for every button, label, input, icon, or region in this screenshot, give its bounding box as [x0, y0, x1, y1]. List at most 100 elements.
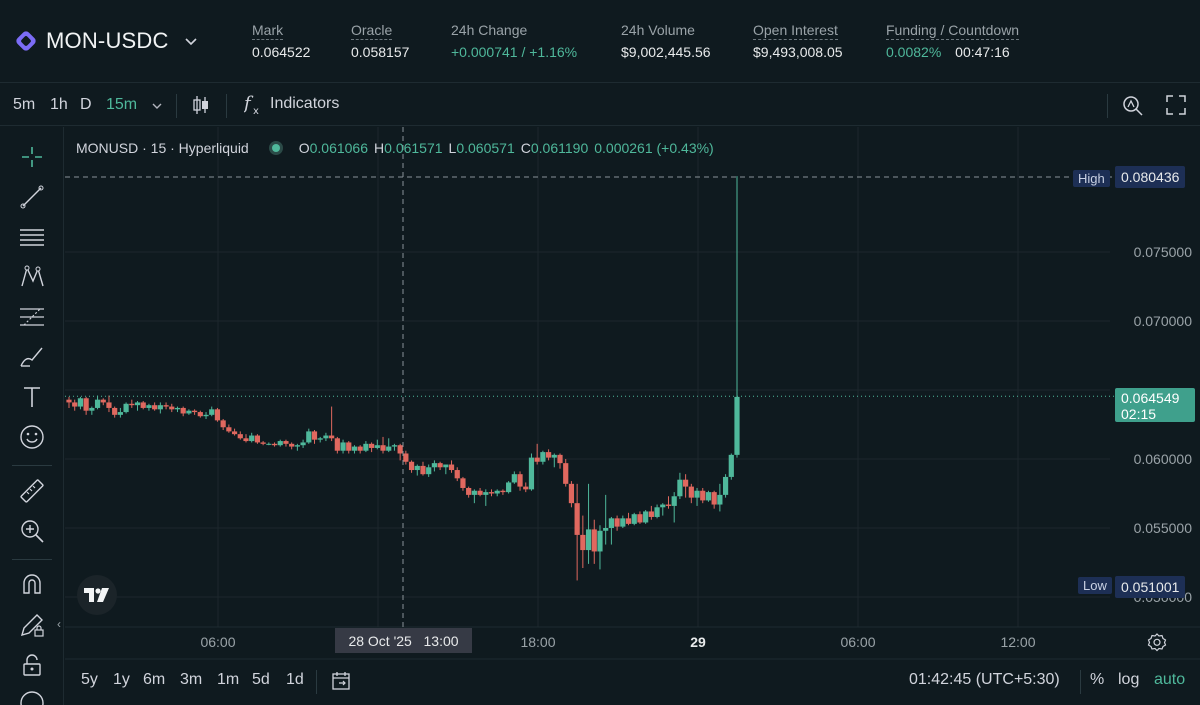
interval-1h[interactable]: 1h — [50, 96, 68, 113]
candle-body — [528, 457, 535, 490]
chart-toolbar: 5m 1h D 15m f x Indicators — [0, 84, 1200, 126]
auto-toggle[interactable]: auto — [1154, 671, 1186, 688]
collapse-toolbar-icon[interactable]: ‹ — [57, 617, 61, 631]
stat-value: +0.000741 / +1.16% — [451, 44, 578, 60]
candle-body — [591, 529, 597, 552]
trend-line-icon[interactable] — [18, 183, 46, 211]
text-tool-icon[interactable] — [18, 383, 46, 411]
zoom-in-icon[interactable] — [18, 517, 46, 545]
range-1y[interactable]: 1y — [113, 671, 130, 688]
range-1d[interactable]: 1d — [286, 671, 304, 688]
candle-body — [717, 494, 723, 505]
eye-icon[interactable] — [18, 689, 46, 705]
pair-name: MON-USDC — [46, 28, 169, 53]
quick-search-icon[interactable] — [1121, 93, 1145, 117]
candle-body — [454, 470, 460, 479]
chart-grid — [65, 127, 1200, 660]
drawing-toolbar: ‹ — [0, 127, 64, 705]
stat-value: 0.058157 — [351, 44, 410, 60]
gear-icon[interactable] — [1147, 632, 1167, 652]
candle-body — [260, 442, 266, 444]
calendar-goto-icon[interactable] — [330, 670, 352, 692]
candle-body — [654, 507, 660, 517]
range-5y[interactable]: 5y — [81, 671, 98, 688]
stat-label: Mark — [252, 22, 284, 40]
stat-value: 0.064522 — [252, 44, 311, 60]
pair-selector[interactable]: MON-USDC — [14, 28, 199, 54]
range-6m[interactable]: 6m — [143, 671, 166, 688]
log-toggle[interactable]: log — [1118, 671, 1140, 688]
candle-body — [483, 492, 489, 495]
candle-body — [214, 409, 221, 421]
candle-body — [637, 514, 643, 523]
candle-body — [157, 405, 163, 410]
low-value: 0.060571 — [456, 140, 515, 156]
interval-15m-active[interactable]: 15m — [106, 96, 138, 113]
interval-d[interactable]: D — [80, 96, 92, 113]
fx-icon: f x — [244, 93, 259, 116]
horizontal-lines-icon[interactable] — [18, 223, 46, 251]
fib-retracement-icon[interactable] — [18, 303, 46, 331]
stat-mark[interactable]: Mark 0.064522 — [252, 22, 310, 60]
bar-countdown: 02:15 — [1121, 406, 1157, 422]
tradingview-logo-icon[interactable] — [77, 575, 117, 615]
candle-body — [294, 445, 300, 447]
clock-timezone[interactable]: 01:42:45 (UTC+5:30) — [909, 671, 1060, 688]
candle-body — [500, 490, 506, 493]
percent-toggle[interactable]: % — [1090, 671, 1105, 688]
candle-body — [317, 438, 323, 440]
fullscreen-icon[interactable] — [1164, 93, 1188, 117]
candle-body — [351, 446, 358, 451]
indicators-button[interactable]: f x Indicators — [244, 92, 339, 116]
market-status-icon — [268, 141, 283, 155]
stat-oracle[interactable]: Oracle 0.058157 — [351, 22, 409, 60]
last-price: 0.064549 — [1121, 390, 1180, 406]
stat-label: 24h Volume — [621, 22, 695, 38]
low-label: L — [448, 140, 457, 156]
candle-body — [66, 399, 72, 403]
price-chart[interactable]: 0.0750000.0700000.0600000.0550000.050000… — [65, 127, 1200, 705]
chevron-down-icon — [185, 38, 197, 46]
ruler-icon[interactable] — [18, 477, 46, 505]
time-tick-label: 29 — [690, 634, 706, 650]
indicators-label: Indicators — [270, 95, 340, 112]
candle-body — [540, 452, 546, 462]
candle-body — [688, 486, 694, 498]
candle-body — [380, 445, 386, 451]
candle-body — [728, 454, 734, 477]
interval-5m[interactable]: 5m — [13, 96, 36, 113]
candle-body — [123, 403, 129, 413]
candle-body — [580, 534, 586, 551]
range-5d[interactable]: 5d — [252, 671, 270, 688]
candles — [66, 176, 740, 581]
candle-body — [403, 453, 409, 462]
candle-body — [134, 402, 141, 406]
pattern-icon[interactable] — [18, 263, 46, 291]
stat-value: $9,002,445.56 — [621, 44, 711, 60]
candle-body — [643, 511, 649, 523]
range-1m[interactable]: 1m — [217, 671, 240, 688]
candle-body — [563, 463, 569, 484]
symbol-label[interactable]: MONUSD · 15 · Hyperliquid — [76, 140, 249, 156]
candle-body — [734, 396, 740, 455]
candle-body — [694, 490, 700, 498]
high-price-tag: 0.080436 — [1115, 166, 1186, 188]
stat-label: Funding / Countdown — [886, 22, 1020, 40]
price-tick-label: 0.060000 — [1134, 451, 1193, 467]
lock-drawing-icon[interactable] — [18, 611, 46, 639]
candle-body — [72, 402, 78, 407]
emoji-icon[interactable] — [18, 423, 46, 451]
candle-body — [506, 482, 512, 493]
stat-open-interest[interactable]: Open Interest $9,493,008.05 — [753, 22, 843, 60]
crosshair-icon[interactable] — [18, 143, 46, 171]
range-3m[interactable]: 3m — [180, 671, 203, 688]
lock-icon[interactable] — [18, 651, 46, 679]
chevron-down-icon[interactable] — [151, 101, 163, 111]
candle-body — [631, 514, 637, 524]
brush-icon[interactable] — [18, 343, 46, 371]
market-header: MON-USDC Mark 0.064522 Oracle 0.058157 2… — [0, 0, 1200, 83]
magnet-icon[interactable] — [18, 571, 46, 599]
stat-funding[interactable]: Funding / Countdown 0.0082% 00:47:16 — [886, 22, 1020, 60]
candlestick-type-icon[interactable] — [190, 94, 212, 116]
candle-body — [374, 445, 380, 448]
